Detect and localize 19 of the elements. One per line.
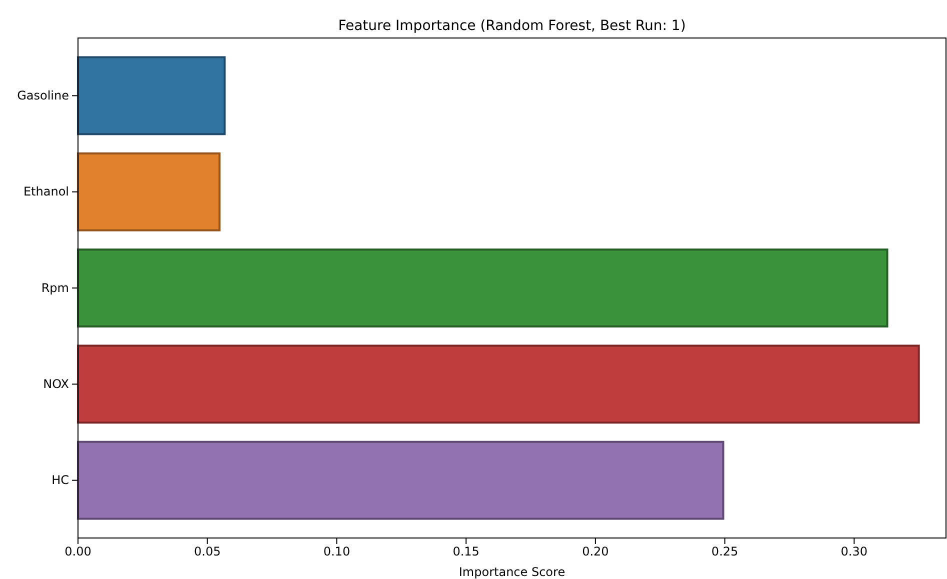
x-tick-label: 0.00 [64, 544, 92, 559]
chart-title: Feature Importance (Random Forest, Best Run: 1) [338, 18, 686, 34]
bar [77, 152, 221, 232]
bar [77, 440, 724, 520]
y-tick-label: Gasoline [17, 88, 69, 103]
x-tick-label: 0.05 [194, 544, 221, 559]
x-tick-label: 0.25 [711, 544, 738, 559]
x-axis-title: Importance Score [458, 565, 566, 579]
y-tick-label: Ethanol [23, 184, 69, 199]
y-tick-label: NOX [43, 376, 69, 391]
x-tick-label: 0.10 [323, 544, 350, 559]
y-tick-label: HC [52, 473, 69, 488]
bar [77, 56, 226, 136]
bar [77, 344, 920, 424]
x-tick-label: 0.15 [452, 544, 480, 559]
bar [77, 248, 888, 328]
x-tick-label: 0.30 [840, 544, 868, 559]
x-tick-label: 0.20 [582, 544, 609, 559]
y-tick-label: Rpm [41, 280, 69, 295]
